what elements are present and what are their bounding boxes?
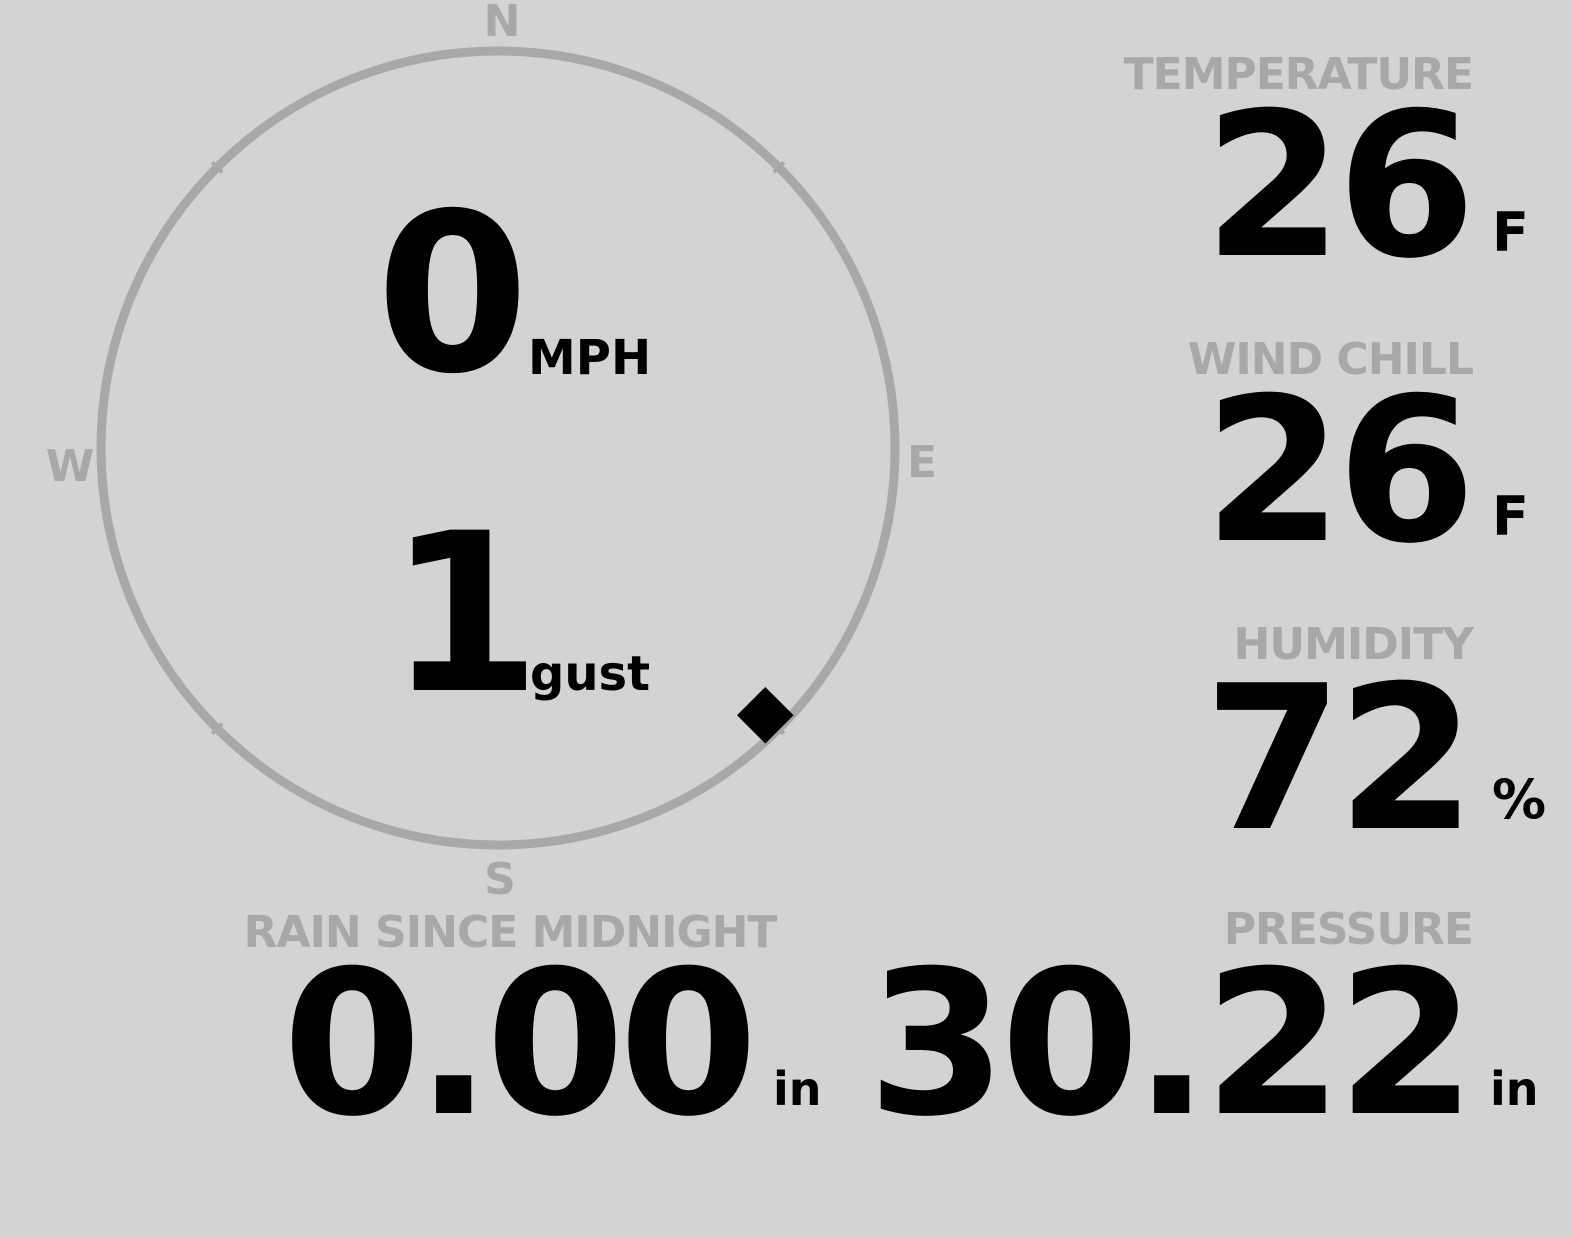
wind-gust-value: 1: [388, 486, 541, 742]
compass-tick: [210, 722, 224, 736]
wind-chill-value: 26: [1203, 355, 1476, 588]
compass-ring: [96, 46, 900, 850]
compass-east: E: [906, 437, 938, 488]
compass-tick: [772, 160, 786, 174]
compass-south: S: [484, 854, 516, 905]
pressure-value: 30.22: [867, 928, 1476, 1161]
pressure-label: PRESSURE: [1223, 904, 1474, 955]
humidity-label: HUMIDITY: [1233, 619, 1474, 670]
wind-speed-unit: MPH: [528, 330, 652, 386]
rain-unit: in: [773, 1062, 822, 1116]
compass-tick: [210, 160, 224, 174]
wind-chill-unit: F: [1492, 485, 1529, 548]
wind-gust-label: gust: [530, 646, 651, 702]
humidity-value: 72: [1203, 643, 1476, 876]
rain-label: RAIN SINCE MIDNIGHT: [243, 907, 778, 958]
wind-chill-label: WIND CHILL: [1187, 334, 1474, 385]
temperature-label: TEMPERATURE: [1123, 49, 1474, 100]
humidity-unit: %: [1492, 768, 1547, 831]
temperature-value: 26: [1203, 70, 1476, 303]
compass-west: W: [45, 441, 95, 492]
compass-north: N: [483, 0, 521, 47]
pressure-unit: in: [1490, 1062, 1539, 1116]
wind-direction-marker: [737, 687, 794, 744]
wind-speed-value: 0: [376, 166, 529, 422]
temperature-unit: F: [1492, 201, 1529, 264]
rain-value: 0.00: [282, 928, 758, 1161]
